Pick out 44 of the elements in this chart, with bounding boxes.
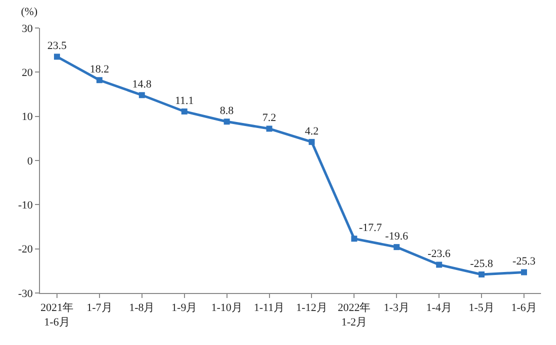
y-tick-label: 10 xyxy=(22,111,34,124)
data-label: -17.7 xyxy=(358,222,382,234)
data-label: 14.8 xyxy=(132,78,152,91)
point xyxy=(224,118,230,125)
y-tick-label: 20 xyxy=(22,67,34,80)
x-tick-label: 1-8月 xyxy=(129,302,155,314)
data-label: -19.6 xyxy=(385,230,409,243)
y-tick-label: -20 xyxy=(18,244,34,256)
x-tick-label: 1-11月 xyxy=(254,302,285,314)
data-label: -23.6 xyxy=(428,248,452,260)
data-label: 18.2 xyxy=(90,64,110,76)
point xyxy=(521,269,528,276)
data-label: 4.2 xyxy=(304,125,319,138)
data-label: 7.2 xyxy=(262,112,276,124)
y-tick-label: -10 xyxy=(18,200,34,212)
point xyxy=(181,108,188,114)
x-tick-label: 1-4月 xyxy=(426,302,452,314)
y-tick-label: 30 xyxy=(22,22,34,35)
point xyxy=(308,138,315,145)
data-label: -25.3 xyxy=(512,256,536,268)
point xyxy=(96,77,102,84)
point xyxy=(478,271,485,278)
x-tick-label: 1-10月 xyxy=(211,302,242,314)
data-label: 23.5 xyxy=(47,40,68,52)
x-tick-label: 2021年 1-6月 xyxy=(40,302,74,328)
x-tick-label: 1-6月 xyxy=(511,302,537,314)
x-tick-label: 1-12月 xyxy=(296,302,328,314)
point xyxy=(436,262,442,268)
x-tick-label: 1-7月 xyxy=(86,302,112,314)
data-label: -25.8 xyxy=(470,258,494,270)
data-label: 8.8 xyxy=(220,105,234,118)
point xyxy=(54,54,60,60)
y-axis-title: (%) xyxy=(21,6,38,18)
data-label: 11.1 xyxy=(174,94,194,107)
x-tick-label: 1-5月 xyxy=(468,302,494,314)
point xyxy=(266,126,272,132)
point xyxy=(394,244,400,250)
x-tick-label: 1-3月 xyxy=(384,302,410,314)
x-tick-label: 1-9月 xyxy=(172,302,198,314)
y-tick-label: 0 xyxy=(27,155,34,168)
y-tick-label: -30 xyxy=(18,288,34,300)
point xyxy=(351,236,358,242)
point xyxy=(138,92,145,98)
x-tick-label: 2022年 1-2月 xyxy=(338,302,371,328)
